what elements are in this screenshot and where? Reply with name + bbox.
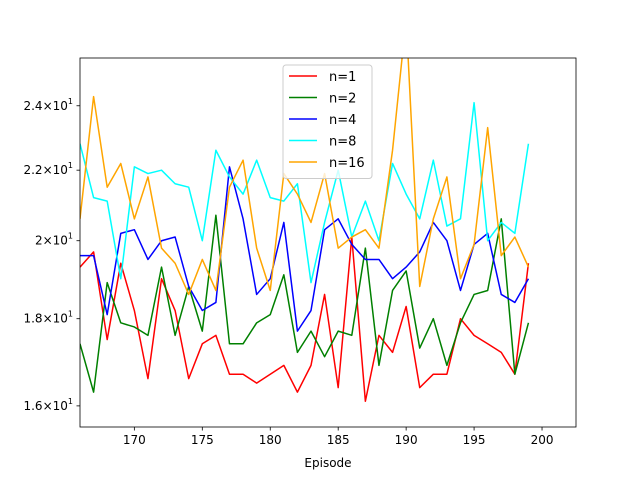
y-tick-label: 2.2×101 [23,161,73,177]
x-axis: 170 175 180 185 190 195 200 [123,427,554,447]
legend-box [282,64,373,179]
x-tick-label: 175 [191,433,214,447]
y-tick-label: 2.4×101 [23,97,73,113]
plot-frame [79,57,577,428]
series-line-n-4 [80,166,530,332]
legend-label: n=4 [329,113,356,128]
legend-label: n=16 [329,156,365,171]
x-tick-label: 185 [327,433,350,447]
y-tick-label: 1.8×101 [23,310,73,326]
x-tick-label: 200 [531,433,554,447]
legend-label: n=1 [329,70,356,85]
legend-label: n=2 [329,92,356,107]
x-axis-label: Episode [304,456,351,470]
y-tick-label: 2×101 [35,232,73,248]
series-line-n-16 [80,58,530,296]
x-tick-label: 170 [123,433,146,447]
y-axis: 1.6×101 1.8×101 2×101 2.2×101 2.4×101 [23,97,80,413]
legend: n=1 n=2 n=4 n=8 n=16 [282,64,373,179]
x-tick-label: 180 [259,433,282,447]
series-lines [80,58,530,403]
legend-label: n=8 [329,135,356,150]
x-tick-label: 190 [395,433,418,447]
y-tick-label: 1.6×101 [23,397,73,413]
x-tick-label: 195 [463,433,486,447]
series-line-n-2 [80,214,530,393]
